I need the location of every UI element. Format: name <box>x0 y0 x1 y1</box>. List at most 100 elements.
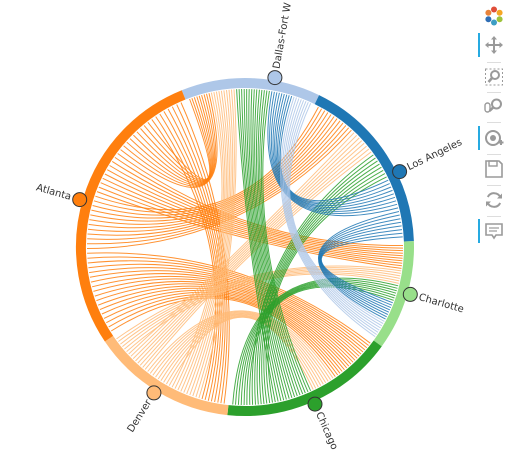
save-tool-button[interactable] <box>480 156 508 182</box>
chord-strand <box>183 90 229 393</box>
chord-strand <box>257 89 304 395</box>
chord-strand <box>270 92 397 212</box>
chord-strand <box>254 89 298 397</box>
tap-tool-icon <box>485 130 504 146</box>
chord-strand <box>274 93 394 208</box>
chord-strand <box>280 96 376 338</box>
chord-strand <box>261 166 382 404</box>
chord-strand <box>189 90 232 396</box>
toolbar <box>474 0 517 464</box>
chord-strand <box>198 89 237 399</box>
chord-strand <box>262 90 312 392</box>
node-label-0: Dallas-Fort W <box>271 2 293 70</box>
reset-tool-button[interactable] <box>480 187 508 213</box>
box-zoom-tool-icon <box>485 68 503 86</box>
chord-strand <box>320 236 403 304</box>
wheel-zoom-tool-button[interactable] <box>480 94 508 120</box>
node-label-5: Atlanta <box>35 182 73 202</box>
chord-strand <box>135 140 363 362</box>
bokeh-logo[interactable] <box>480 3 508 29</box>
chord-strand <box>151 119 217 400</box>
node-label-3: Chicago <box>313 410 339 451</box>
chord-strand <box>237 280 397 405</box>
chord-strand <box>277 94 392 205</box>
node-arc-4 <box>104 335 229 416</box>
chord-strand <box>286 101 383 327</box>
chord-strand <box>149 311 332 381</box>
chord-strand <box>88 263 366 351</box>
chord-strand <box>120 268 401 345</box>
node-marker-0[interactable] <box>267 70 283 86</box>
chord-strand <box>186 90 230 395</box>
chord-strand <box>272 92 396 210</box>
chord-strand <box>192 89 234 397</box>
pan-tool-button[interactable] <box>478 32 508 58</box>
node-label-2: Charlotte <box>417 292 465 315</box>
reset-tool-icon <box>486 192 502 208</box>
node-marker-3[interactable] <box>307 396 323 412</box>
chord-strand <box>96 191 402 269</box>
chord-strand <box>126 273 399 352</box>
chord-strand <box>90 114 332 222</box>
chord-strand <box>180 102 230 404</box>
chord-strand <box>163 111 222 402</box>
tap-tool-button[interactable] <box>478 125 508 151</box>
node-arc-0 <box>181 77 320 105</box>
chord-strand <box>86 127 350 245</box>
chord-strand <box>275 93 393 207</box>
chord-strand <box>281 97 377 335</box>
wheel-zoom-tool-icon <box>484 98 502 113</box>
chord-strand <box>142 148 370 368</box>
chord-strand <box>122 270 400 347</box>
chord-strand <box>87 122 344 236</box>
chord-strand <box>96 283 352 365</box>
chord-strand <box>87 252 371 344</box>
node-markers <box>72 70 418 412</box>
chord-strand <box>147 98 211 180</box>
chord-strand <box>110 297 336 377</box>
chord-strand <box>160 314 322 386</box>
node-marker-1[interactable] <box>392 164 408 180</box>
chord-strand <box>177 91 226 391</box>
box-zoom-tool-button[interactable] <box>480 64 508 90</box>
chord-strand <box>267 176 387 403</box>
node-marker-5[interactable] <box>72 192 88 208</box>
node-label-1: Los Angeles <box>406 137 465 173</box>
chord-strand <box>155 313 327 384</box>
node-marker-4[interactable] <box>146 385 162 401</box>
chord-strand <box>251 154 374 405</box>
chord-strand <box>240 282 397 406</box>
chord-strand <box>243 283 396 406</box>
chord-strand <box>258 163 380 405</box>
chord-strand <box>263 169 384 404</box>
chord-strand <box>269 91 398 214</box>
chord-strand <box>139 145 367 366</box>
chord-strand <box>116 265 402 340</box>
chord-strand <box>87 256 369 346</box>
chord-strand <box>108 295 339 376</box>
chord-strand <box>235 279 398 405</box>
node-arcs <box>75 77 414 416</box>
chord-strand <box>132 137 360 359</box>
chord-strand <box>180 91 227 392</box>
chord-strand <box>88 118 338 229</box>
chord-strand <box>118 267 401 342</box>
chord-strand <box>124 272 400 350</box>
chord-strand <box>100 182 403 264</box>
hover-tool-button[interactable] <box>478 218 508 244</box>
chord-strand <box>195 89 235 398</box>
node-marker-2[interactable] <box>402 286 418 302</box>
chord-strand <box>130 134 358 357</box>
chord-strand <box>137 142 365 364</box>
chord-strand <box>260 90 309 393</box>
chord-strand <box>152 312 329 382</box>
chord-strand <box>289 103 385 322</box>
chord-strand <box>89 267 364 353</box>
chord-strand <box>232 277 399 405</box>
chord-strand <box>278 95 390 203</box>
chord-strand <box>238 89 279 402</box>
bokeh-logo-icon <box>485 6 503 26</box>
chord-links <box>86 88 404 406</box>
chord-strand <box>101 289 345 371</box>
